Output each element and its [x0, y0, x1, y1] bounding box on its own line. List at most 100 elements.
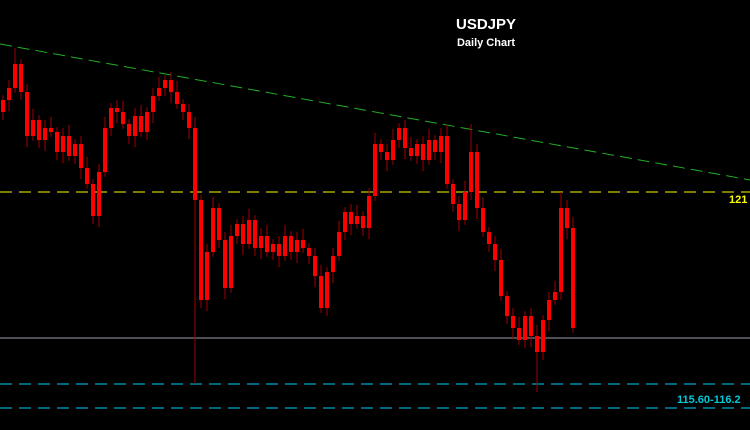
candle-body	[505, 296, 509, 316]
candle-body	[133, 116, 137, 136]
candle-body	[391, 140, 395, 160]
candle-body	[115, 108, 119, 112]
candle-body	[331, 256, 335, 272]
candle-body	[151, 96, 155, 112]
candle-body	[67, 136, 71, 156]
candle-body	[13, 64, 17, 88]
candle-body	[127, 124, 131, 136]
candle-body	[79, 144, 83, 168]
candle-body	[121, 112, 125, 124]
candle-body	[85, 168, 89, 184]
candle-body	[49, 128, 53, 132]
candle-body	[169, 80, 173, 92]
candle-body	[421, 144, 425, 160]
candle-body	[523, 316, 527, 340]
candle-body	[427, 140, 431, 160]
candle-body	[229, 236, 233, 288]
candle-body	[199, 200, 203, 300]
candle-body	[109, 108, 113, 128]
candle-body	[385, 152, 389, 160]
candle-body	[355, 216, 359, 224]
candle-body	[7, 88, 11, 100]
candle-body	[313, 256, 317, 276]
candle-body	[475, 152, 479, 208]
candle-body	[349, 212, 353, 224]
candle-body	[457, 204, 461, 220]
candle-body	[253, 220, 257, 248]
candle-body	[223, 240, 227, 288]
candle-body	[469, 152, 473, 192]
candle-body	[451, 184, 455, 204]
candle-body	[415, 144, 419, 156]
candle-body	[259, 236, 263, 248]
candle-body	[61, 136, 65, 152]
candle-body	[211, 208, 215, 252]
candle-body	[181, 104, 185, 112]
candle-body	[271, 244, 275, 252]
candle-body	[247, 220, 251, 244]
candle-body	[487, 232, 491, 244]
candle-body	[571, 228, 575, 328]
candle-body	[493, 244, 497, 260]
candle-body	[43, 128, 47, 140]
chart-title: USDJPY	[455, 16, 517, 33]
candle-body	[319, 276, 323, 308]
candle-body	[325, 272, 329, 308]
candle-body	[193, 128, 197, 200]
candle-body	[295, 240, 299, 252]
candle-body	[139, 116, 143, 132]
candle-body	[91, 184, 95, 216]
candle-body	[205, 252, 209, 300]
candle-body	[157, 88, 161, 96]
candle-body	[283, 236, 287, 256]
candle-body	[433, 140, 437, 152]
candle-body	[409, 148, 413, 156]
candle-body	[517, 328, 521, 340]
candle-body	[241, 224, 245, 244]
candle-body	[373, 144, 377, 196]
candle-body	[1, 100, 5, 112]
candle-body	[439, 136, 443, 152]
chart-subtitle: Daily Chart	[456, 37, 516, 49]
candle-body	[499, 260, 503, 296]
candle-body	[379, 144, 383, 152]
candle-body	[547, 300, 551, 320]
candle-body	[265, 236, 269, 252]
candle-body	[565, 208, 569, 228]
candle-body	[103, 128, 107, 172]
candle-body	[535, 336, 539, 352]
candle-body	[25, 92, 29, 136]
candle-body	[463, 192, 467, 220]
candle-body	[337, 232, 341, 256]
candle-body	[529, 316, 533, 336]
candle-body	[19, 64, 23, 92]
candle-body	[367, 196, 371, 228]
candle-body	[559, 208, 563, 292]
candle-body	[145, 112, 149, 132]
candle-body	[403, 128, 407, 148]
candle-body	[163, 80, 167, 88]
support-zone-label: 115.60-116.2	[677, 394, 741, 406]
candle-body	[343, 212, 347, 232]
candle-body	[73, 144, 77, 156]
candle-body	[277, 244, 281, 256]
candle-body	[553, 292, 557, 300]
candle-body	[31, 120, 35, 136]
candle-body	[301, 240, 305, 248]
candle-body	[397, 128, 401, 140]
candle-body	[481, 208, 485, 232]
candle-body	[217, 208, 221, 240]
candle-body	[175, 92, 179, 104]
candle-body	[37, 120, 41, 140]
candle-body	[187, 112, 191, 128]
candle-body	[55, 132, 59, 152]
trendline	[0, 43, 750, 181]
candle-body	[289, 236, 293, 252]
candle-body	[307, 248, 311, 256]
candle-body	[445, 136, 449, 184]
candle-body	[361, 216, 365, 228]
resistance-label: 121	[729, 194, 748, 206]
candle-body	[97, 172, 101, 216]
